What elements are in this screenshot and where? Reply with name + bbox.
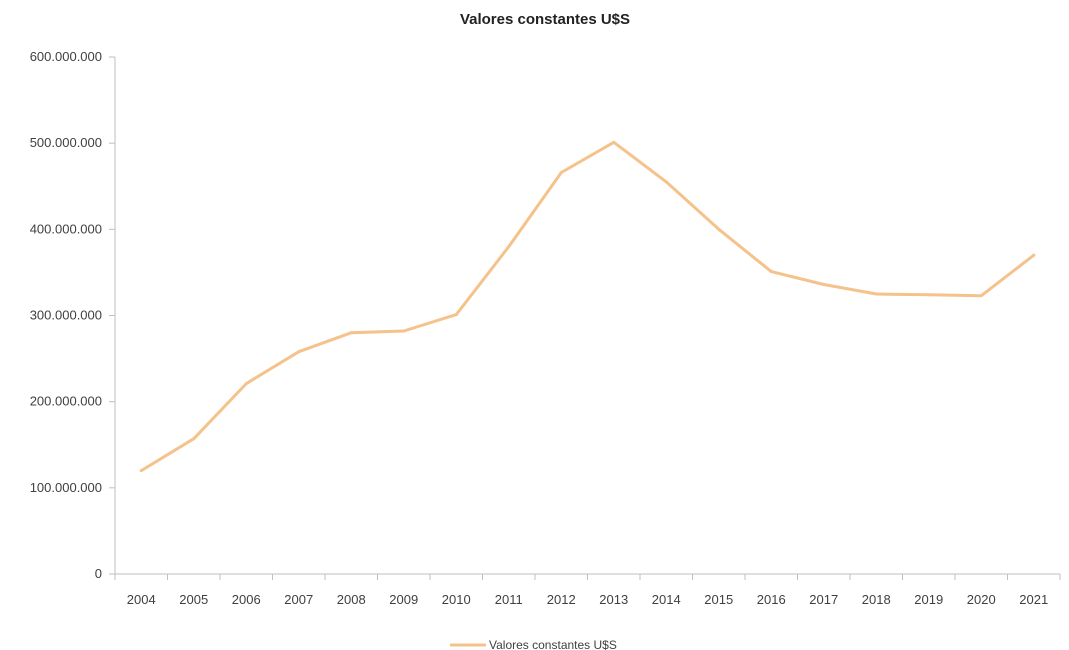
data-point (297, 350, 301, 354)
legend: Valores constantes U$S (450, 638, 617, 650)
x-tick-label: 2013 (599, 592, 628, 607)
data-point (559, 170, 563, 174)
data-point (349, 331, 353, 335)
x-tick-label: 2014 (652, 592, 681, 607)
x-tick-label: 2018 (862, 592, 891, 607)
x-tick-label: 2019 (914, 592, 943, 607)
x-tick-label: 2008 (337, 592, 366, 607)
data-point (1032, 253, 1036, 257)
data-point (454, 313, 458, 317)
data-point (927, 293, 931, 297)
chart-title: Valores constantes U$S (460, 11, 630, 28)
legend-label: Valores constantes U$S (489, 638, 617, 650)
data-point (612, 140, 616, 144)
data-point (192, 437, 196, 441)
data-point (664, 180, 668, 184)
axes (114, 57, 1060, 575)
x-tick-label: 2004 (127, 592, 156, 607)
y-tick-label: 300.000.000 (30, 308, 102, 323)
y-tick-label: 500.000.000 (30, 135, 102, 150)
data-point (139, 469, 143, 473)
series-layer (139, 140, 1036, 473)
data-point (979, 294, 983, 298)
x-tick-label: 2021 (1019, 592, 1048, 607)
data-point (507, 245, 511, 249)
x-axis-ticks: 2004 2005 2006 2007 2008 2009 2010 2011 2012 2013… (114, 574, 1061, 607)
y-tick-label: 0 (95, 566, 102, 581)
data-point (244, 382, 248, 386)
data-point (717, 227, 721, 231)
data-point (769, 270, 773, 274)
x-tick-label: 2016 (757, 592, 786, 607)
x-tick-label: 2011 (495, 592, 523, 607)
series-line (139, 140, 1036, 473)
x-tick-label: 2005 (179, 592, 208, 607)
data-point (874, 292, 878, 296)
y-tick-label: 400.000.000 (30, 221, 102, 236)
x-tick-label: 2015 (704, 592, 733, 607)
data-point (822, 282, 826, 286)
x-tick-label: 2006 (232, 592, 261, 607)
x-tick-label: 2012 (547, 592, 576, 607)
y-tick-label: 100.000.000 (30, 480, 102, 495)
x-tick-label: 2020 (967, 592, 996, 607)
x-tick-label: 2007 (284, 592, 313, 607)
data-point (402, 329, 406, 333)
y-tick-label: 200.000.000 (30, 394, 102, 409)
y-tick-label: 600.000.000 (30, 49, 102, 64)
x-tick-label: 2010 (442, 592, 471, 607)
x-tick-label: 2009 (389, 592, 418, 607)
x-tick-label: 2017 (809, 592, 838, 607)
y-axis-ticks: 0 100.000.000 200.000.000 300.000.000 400.00… (30, 49, 115, 581)
